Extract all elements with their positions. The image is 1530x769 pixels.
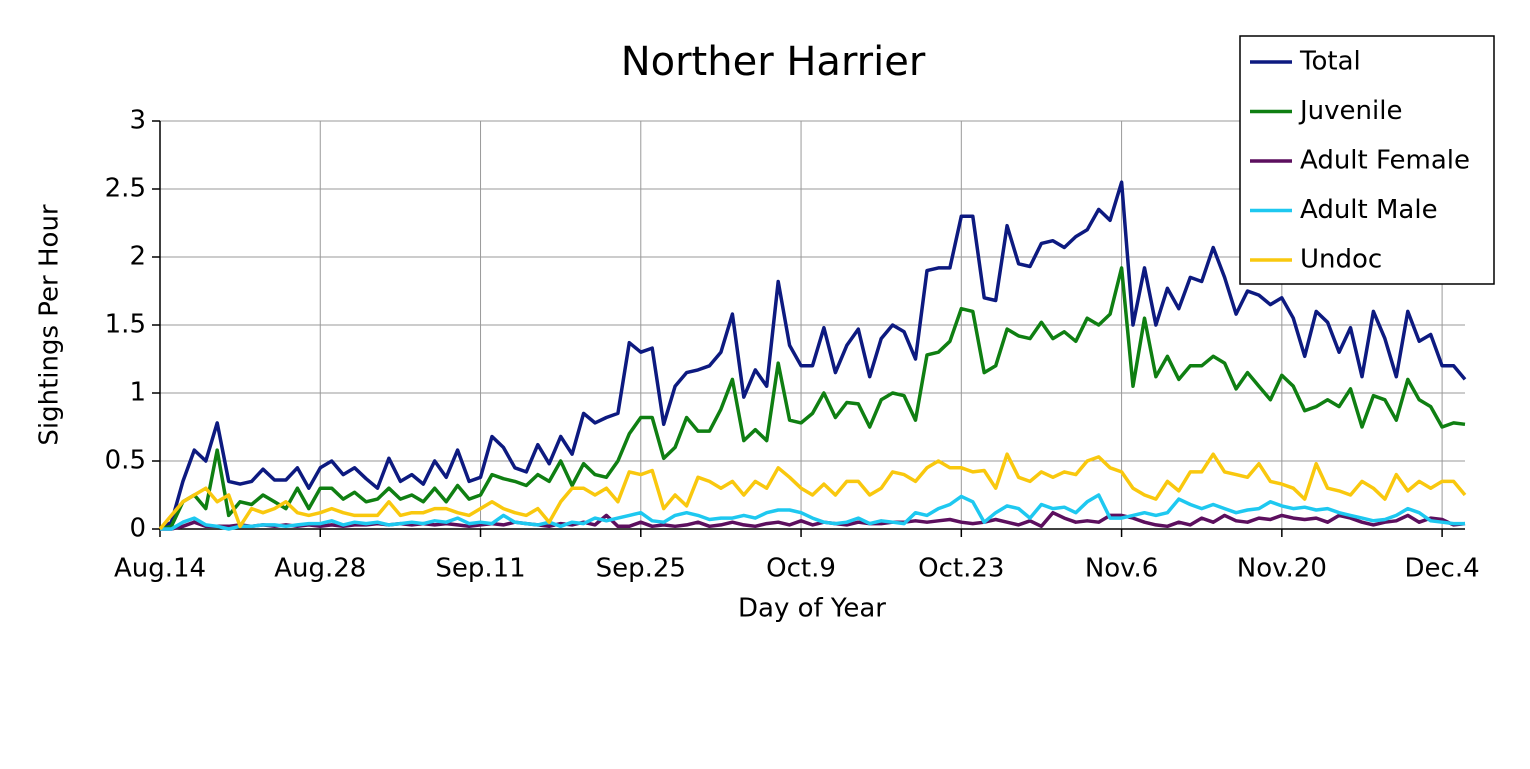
x-tick-label: Oct.23 <box>918 554 1004 584</box>
legend-label: Total <box>1299 47 1361 77</box>
legend-label: Undoc <box>1300 245 1382 275</box>
legend-label: Adult Female <box>1300 146 1470 176</box>
x-tick-label: Dec.4 <box>1405 554 1480 584</box>
series-line <box>159 266 1466 531</box>
x-tick-label: Sep.11 <box>435 554 525 584</box>
x-axis-label: Day of Year <box>738 594 886 624</box>
legend-label: Adult Male <box>1300 195 1438 225</box>
legend-label: Juvenile <box>1298 96 1402 126</box>
y-tick-label: 1.5 <box>105 310 146 340</box>
y-axis-label: Sightings Per Hour <box>35 204 65 446</box>
x-tick-label: Oct.9 <box>766 554 836 584</box>
x-tick-label: Aug.14 <box>114 554 206 584</box>
series-line <box>158 452 1467 531</box>
y-tick-label: 0.5 <box>105 446 146 476</box>
series-line <box>160 493 1465 531</box>
y-tick-label: 1 <box>129 378 146 408</box>
y-tick-label: 2.5 <box>105 174 146 204</box>
x-tick-label: Nov.20 <box>1237 554 1327 584</box>
y-tick-label: 0 <box>129 514 146 544</box>
series-line <box>159 180 1467 531</box>
x-tick-label: Nov.6 <box>1085 554 1159 584</box>
chart-title: Norther Harrier <box>621 39 926 85</box>
y-tick-label: 3 <box>129 106 146 136</box>
x-tick-label: Sep.25 <box>596 554 686 584</box>
y-tick-label: 2 <box>129 242 146 272</box>
x-tick-label: Aug.28 <box>274 554 366 584</box>
